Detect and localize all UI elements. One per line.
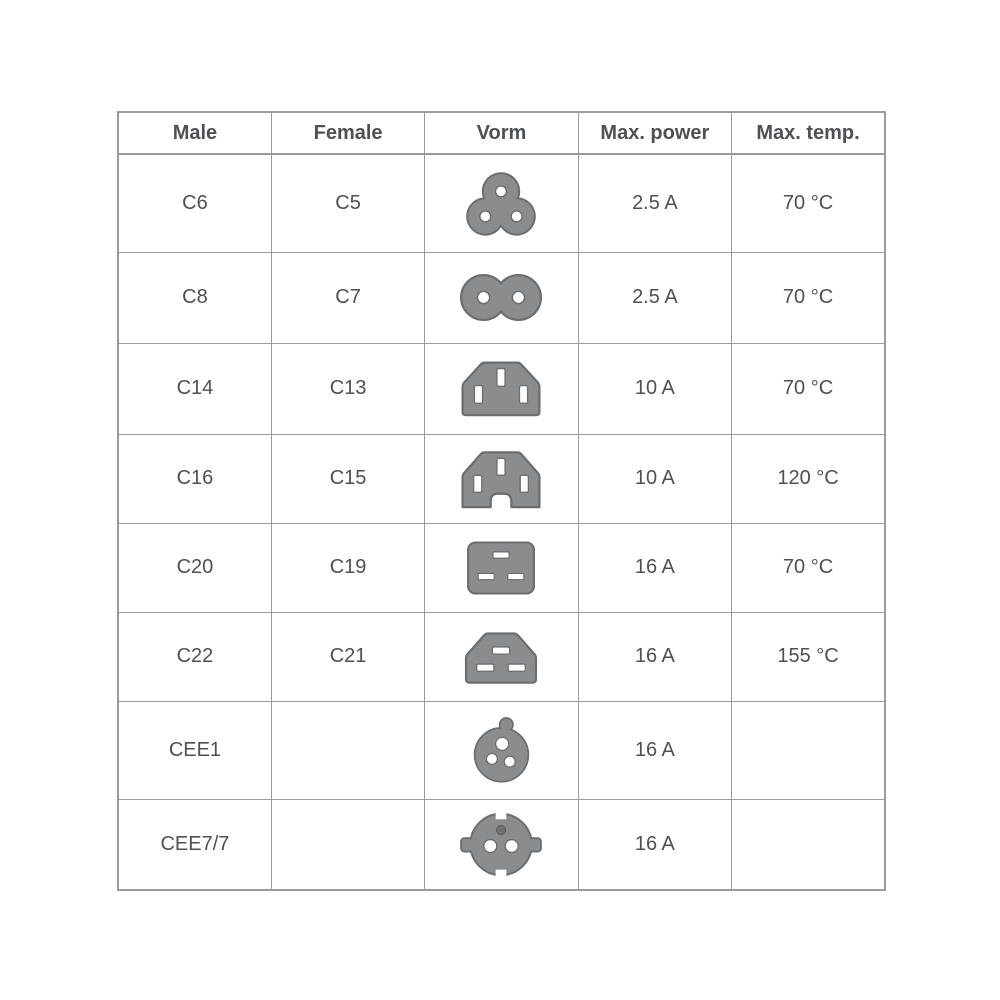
female-cell: C7 — [270, 251, 426, 344]
table-row: C22 C21 16 A 155 °C — [117, 611, 886, 702]
male-cell: C8 — [117, 251, 272, 344]
max-power-cell: 10 A — [577, 342, 733, 435]
male-cell: CEE1 — [117, 700, 272, 800]
shape-cell — [424, 522, 579, 613]
max-temp-cell: 70 °C — [731, 522, 886, 613]
male-cell: C14 — [117, 342, 272, 435]
max-temp-cell: 120 °C — [731, 433, 886, 524]
c19-c20-coupler-icon — [467, 540, 536, 595]
male-cell: C6 — [117, 153, 272, 253]
max-temp-cell — [731, 798, 886, 891]
c13-c14-coupler-icon — [461, 361, 541, 417]
table-row: C20 C19 16 A 70 °C — [117, 522, 886, 613]
female-cell: C5 — [270, 153, 426, 253]
table-row: CEE7/7 16 A — [117, 798, 886, 891]
shape-cell — [424, 342, 579, 435]
male-cell: C20 — [117, 522, 272, 613]
max-power-cell: 16 A — [577, 798, 733, 891]
cee1-plug-icon — [473, 717, 530, 783]
max-temp-cell: 70 °C — [731, 342, 886, 435]
header-female: Female — [270, 111, 426, 155]
shape-cell — [424, 611, 579, 702]
max-temp-cell: 70 °C — [731, 153, 886, 253]
header-row: Male Female Vorm Max. power Max. temp. — [117, 111, 886, 155]
header-max-temp: Max. temp. — [731, 111, 886, 155]
male-cell: C16 — [117, 433, 272, 524]
female-cell: C21 — [270, 611, 426, 702]
c5-c6-cloverleaf-coupler-icon — [466, 171, 537, 236]
table-row: C14 C13 10 A 70 °C — [117, 342, 886, 435]
c21-c22-coupler-icon — [465, 631, 538, 684]
female-cell — [270, 700, 426, 800]
female-cell: C15 — [270, 433, 426, 524]
female-cell: C13 — [270, 342, 426, 435]
table-row: C8 C7 2.5 A 70 °C — [117, 251, 886, 344]
cee7-7-schuko-plug-icon — [460, 808, 543, 881]
male-cell: C22 — [117, 611, 272, 702]
c15-c16-coupler-icon — [461, 450, 542, 508]
shape-cell — [424, 433, 579, 524]
header-max-power: Max. power — [577, 111, 733, 155]
max-power-cell: 16 A — [577, 611, 733, 702]
table-row: C16 C15 10 A 120 °C — [117, 433, 886, 524]
max-power-cell: 2.5 A — [577, 251, 733, 344]
max-power-cell: 16 A — [577, 700, 733, 800]
c7-c8-figure8-coupler-icon — [460, 273, 543, 322]
max-temp-cell: 70 °C — [731, 251, 886, 344]
shape-cell — [424, 700, 579, 800]
shape-cell — [424, 798, 579, 891]
female-cell: C19 — [270, 522, 426, 613]
connector-spec-table: Male Female Vorm Max. power Max. temp. C… — [117, 111, 886, 891]
shape-cell — [424, 153, 579, 253]
table-row: CEE1 16 A — [117, 700, 886, 800]
table-row: C6 C5 2.5 A 70 °C — [117, 153, 886, 253]
male-cell: CEE7/7 — [117, 798, 272, 891]
female-cell — [270, 798, 426, 891]
max-power-cell: 2.5 A — [577, 153, 733, 253]
shape-cell — [424, 251, 579, 344]
header-vorm: Vorm — [424, 111, 579, 155]
header-male: Male — [117, 111, 272, 155]
max-temp-cell — [731, 700, 886, 800]
max-power-cell: 10 A — [577, 433, 733, 524]
max-power-cell: 16 A — [577, 522, 733, 613]
max-temp-cell: 155 °C — [731, 611, 886, 702]
